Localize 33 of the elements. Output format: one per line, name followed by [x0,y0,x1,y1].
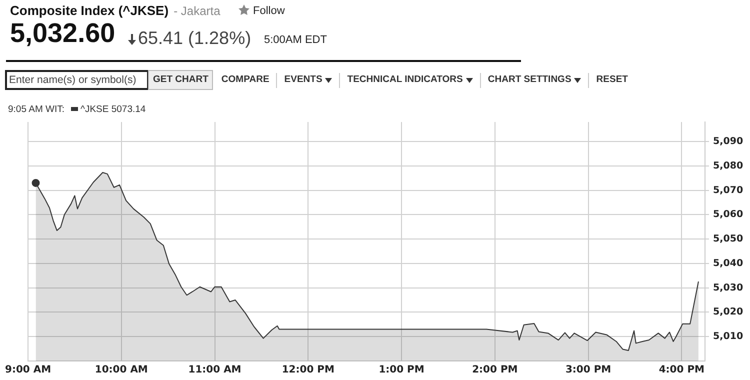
x-tick-label: 11:00 AM [188,364,242,376]
x-tick-label: 9:00 AM [4,364,52,376]
text: EVENTS [284,73,322,87]
x-tick-label: 3:00 PM [565,364,612,376]
text: 5:00AM EDT [264,34,327,46]
y-tick-label: 5,010 [713,331,744,342]
chart-title: Composite Index (^JKSE) [10,3,169,18]
y-tick-label: 5,050 [713,234,744,245]
y-tick-label: 5,060 [713,209,744,220]
text: 5,032.60 [10,18,116,49]
text: Follow [253,5,285,17]
y-tick-label: 5,070 [713,184,744,196]
x-tick-label: 10:00 AM [94,364,148,376]
get-chart-button: GET CHART [148,70,214,90]
symbol-input: Enter name(s) or symbol(s) [5,70,149,90]
x-tick-label: 1:00 PM [378,364,424,376]
x-tick-label: 4:00 PM [658,364,705,376]
y-tick-label: 5,030 [713,282,744,294]
text: CHART SETTINGS [488,73,572,87]
text: COMPARE [221,73,270,87]
y-tick-label: 5,020 [713,306,744,318]
y-tick-label: 5,040 [713,258,744,269]
text: 5073.14 [111,104,146,115]
text: TECHNICAL INDICATORS [347,73,463,87]
chart-subtitle: - Jakarta [174,4,220,18]
x-tick-label: 12:00 PM [282,364,334,376]
text: 9:05 AM WIT: [8,104,64,115]
text: 65.41 (1.28%) [138,28,252,48]
x-tick-label: 2:00 PM [472,364,518,376]
y-tick-label: 5,080 [713,160,744,172]
legend-label: ^JKSE [80,104,109,115]
text: RESET [596,73,628,87]
y-tick-label: 5,090 [713,136,744,147]
